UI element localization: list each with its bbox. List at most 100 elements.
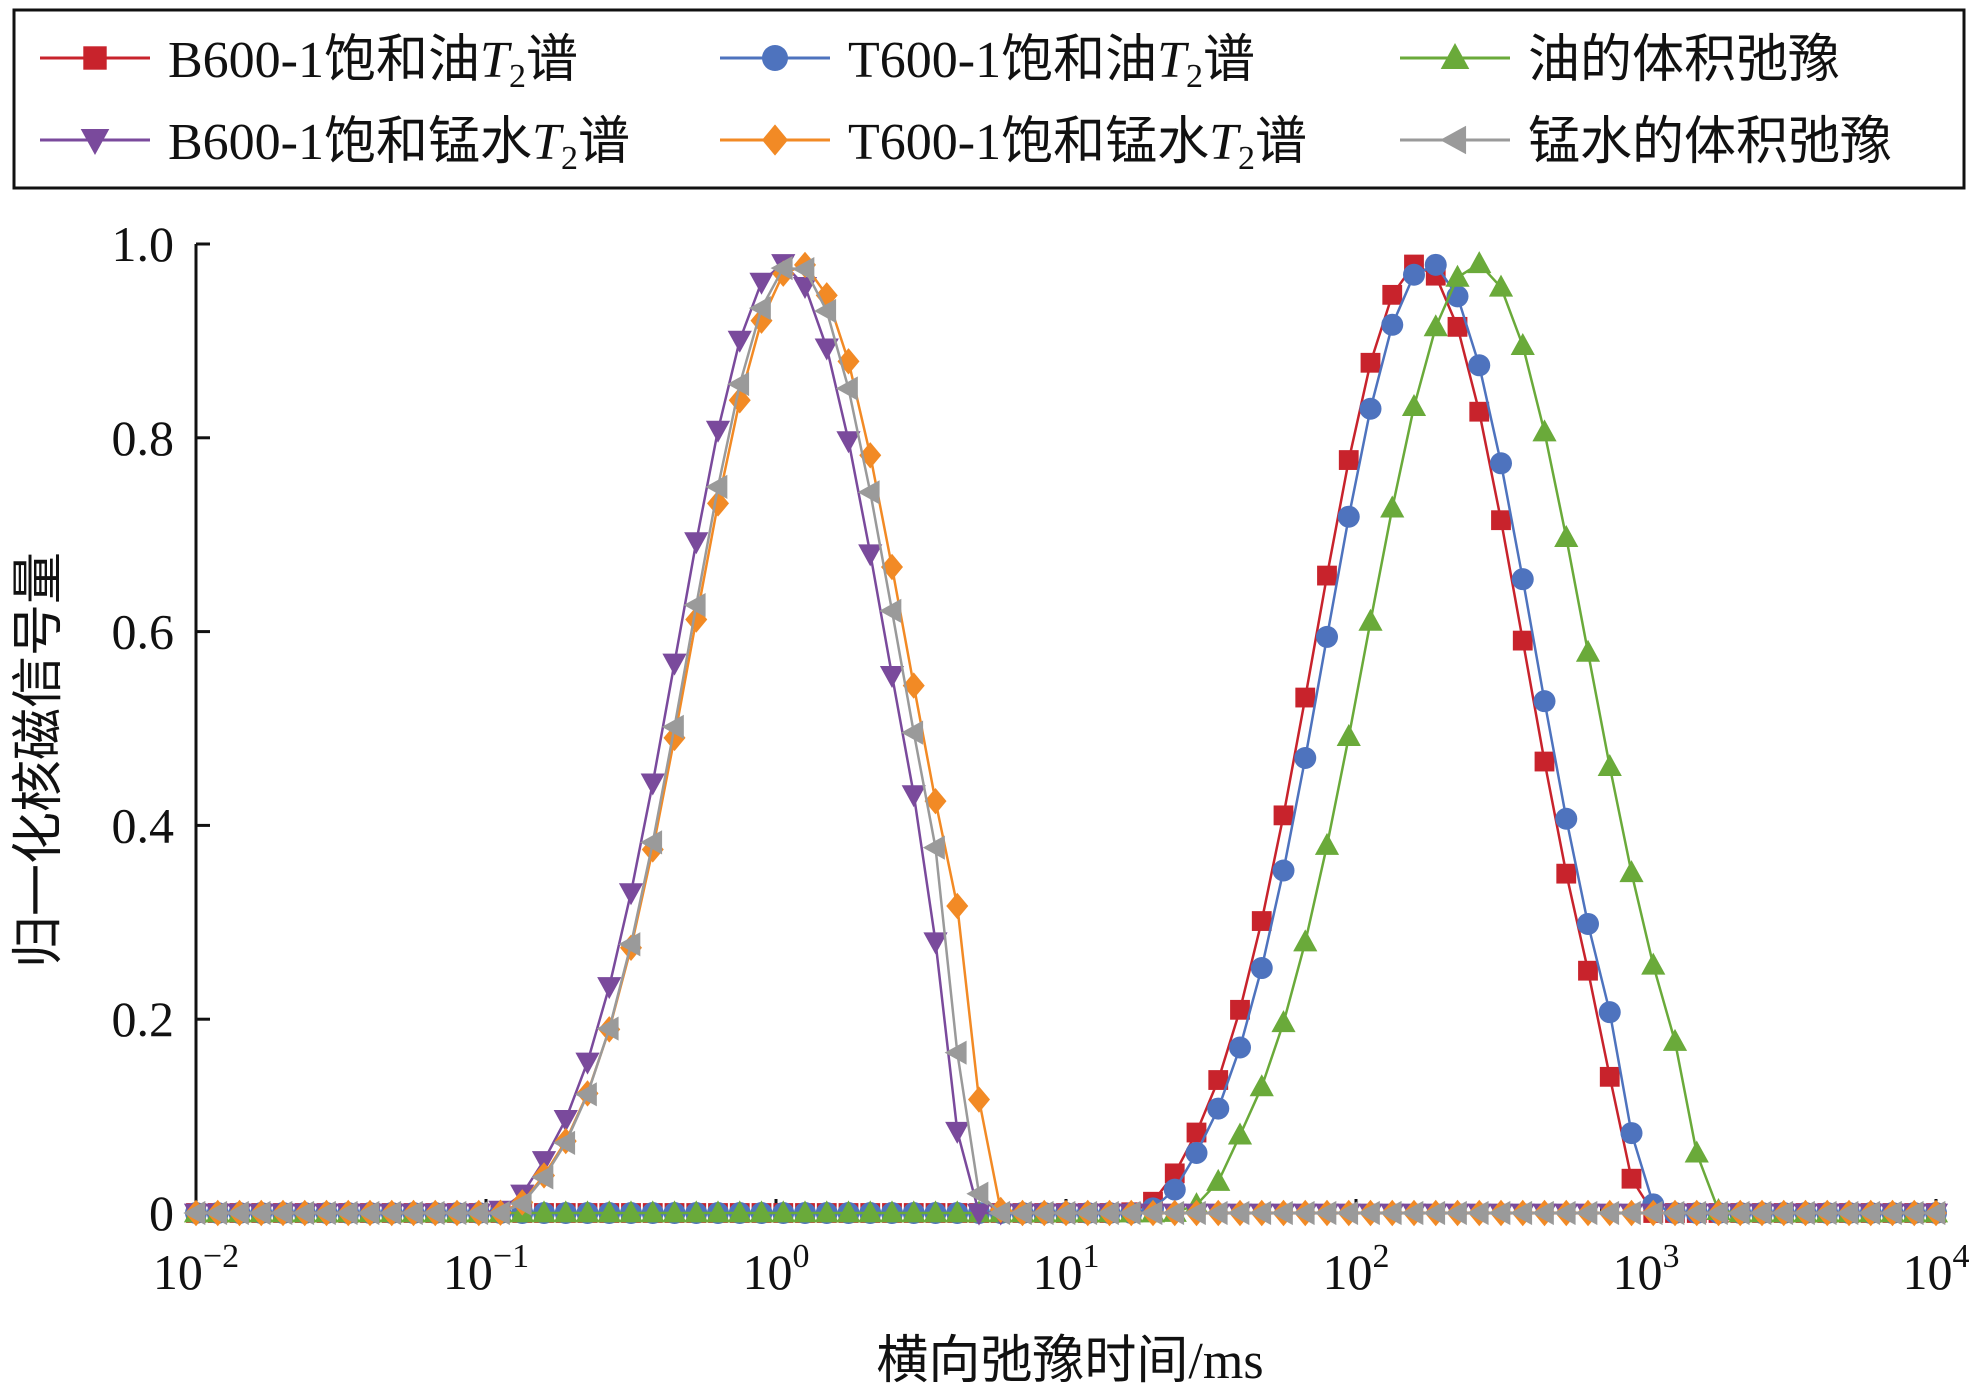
- data-point: [814, 1200, 839, 1223]
- data-point: [1467, 251, 1492, 274]
- data-point: [1597, 754, 1622, 777]
- data-point: [1749, 1200, 1772, 1226]
- legend-box: [12, 8, 1966, 190]
- y-tick-label: 0.6: [112, 604, 175, 660]
- data-point: [881, 553, 903, 581]
- data-point: [792, 1200, 818, 1223]
- data-point: [1336, 1200, 1359, 1226]
- data-point: [1901, 1200, 1924, 1226]
- data-point: [1249, 1074, 1274, 1097]
- data-point: [727, 330, 752, 353]
- data-point: [835, 376, 858, 401]
- data-point: [1577, 912, 1599, 935]
- data-point: [1336, 724, 1361, 747]
- data-point: [1858, 1200, 1881, 1226]
- data-point: [1727, 1200, 1750, 1226]
- data-point: [923, 932, 948, 955]
- data-point: [574, 1082, 597, 1107]
- y-tick-label: 0: [149, 1185, 174, 1241]
- data-point: [1208, 1070, 1229, 1090]
- legend-marker: [80, 128, 110, 155]
- legend-label: 锰水的体积弛豫: [1528, 114, 1892, 171]
- data-point: [1273, 805, 1294, 826]
- data-point: [1009, 1200, 1032, 1226]
- data-point: [1532, 419, 1557, 442]
- data-point: [1162, 1200, 1185, 1226]
- data-point: [1599, 1066, 1620, 1087]
- data-point: [422, 1200, 445, 1226]
- data-point: [1379, 1200, 1402, 1226]
- data-point: [1444, 1200, 1467, 1226]
- data-point: [836, 431, 861, 454]
- data-point: [313, 1200, 336, 1226]
- axes: 0 0.2 0.4 0.6 0.8 1.0 10−2 10−1 100 101 102 103 104: [112, 216, 1970, 1300]
- data-point: [1531, 1200, 1554, 1226]
- data-point: [1118, 1200, 1141, 1226]
- data-point: [618, 883, 644, 906]
- y-axis-label: 归一化核磁信号量: [11, 552, 68, 968]
- data-point: [205, 1200, 228, 1226]
- legend-marker: [762, 124, 788, 156]
- data-point: [924, 787, 947, 815]
- data-point: [1206, 1168, 1231, 1191]
- legend-marker: [762, 45, 788, 71]
- data-point: [1488, 1200, 1511, 1226]
- x-tick-label: 10−2: [153, 1238, 239, 1300]
- data-point: [966, 1181, 989, 1206]
- data-point: [1251, 911, 1272, 931]
- data-point: [1662, 1028, 1688, 1051]
- data-point: [749, 272, 774, 295]
- data-point: [705, 1200, 731, 1223]
- data-point: [879, 665, 905, 688]
- data-point: [685, 606, 708, 633]
- series-line: [196, 263, 1936, 1215]
- data-point: [1923, 1200, 1946, 1226]
- data-point: [1359, 397, 1382, 420]
- x-tick-label: 102: [1323, 1238, 1390, 1300]
- y-tick-label: 0.8: [112, 410, 175, 466]
- data-point: [596, 1016, 619, 1041]
- data-point: [770, 256, 793, 281]
- data-point: [597, 977, 622, 1000]
- data-point: [1705, 1200, 1728, 1226]
- data-point: [945, 1121, 970, 1144]
- data-point: [1360, 352, 1381, 373]
- data-point: [944, 1040, 967, 1065]
- data-point: [858, 1200, 883, 1223]
- data-point: [1620, 1122, 1643, 1145]
- y-tick-label: 0.2: [112, 991, 175, 1047]
- data-point: [966, 1203, 992, 1226]
- data-point: [901, 720, 924, 745]
- data-point: [968, 1086, 990, 1113]
- data-point: [771, 1200, 796, 1223]
- data-point: [400, 1200, 423, 1226]
- data-point: [1684, 1200, 1707, 1226]
- data-point: [705, 474, 728, 499]
- series-6: [183, 256, 1946, 1226]
- data-point: [1598, 1001, 1621, 1024]
- data-point: [1337, 505, 1360, 528]
- data-point: [1314, 1200, 1337, 1226]
- data-point: [1879, 1200, 1902, 1226]
- x-tick-label: 104: [1903, 1238, 1970, 1300]
- data-point: [1075, 1200, 1098, 1226]
- data-point: [1510, 332, 1535, 355]
- data-point: [640, 1200, 665, 1223]
- data-point: [748, 296, 771, 321]
- x-tick-label: 10−1: [443, 1238, 529, 1300]
- data-point: [1186, 1122, 1207, 1143]
- data-point: [1316, 625, 1338, 648]
- data-point: [531, 1151, 557, 1174]
- data-point: [1250, 957, 1273, 980]
- series-line: [196, 266, 1936, 1215]
- data-point: [1597, 1200, 1620, 1226]
- data-point: [1270, 1200, 1293, 1226]
- data-point: [444, 1200, 467, 1226]
- data-point: [1836, 1200, 1859, 1226]
- data-point: [1381, 313, 1404, 336]
- data-point: [1511, 568, 1534, 591]
- legend-label: B600-1饱和油T2谱: [168, 32, 578, 95]
- data-point: [1053, 1200, 1076, 1226]
- data-point: [1792, 1200, 1815, 1226]
